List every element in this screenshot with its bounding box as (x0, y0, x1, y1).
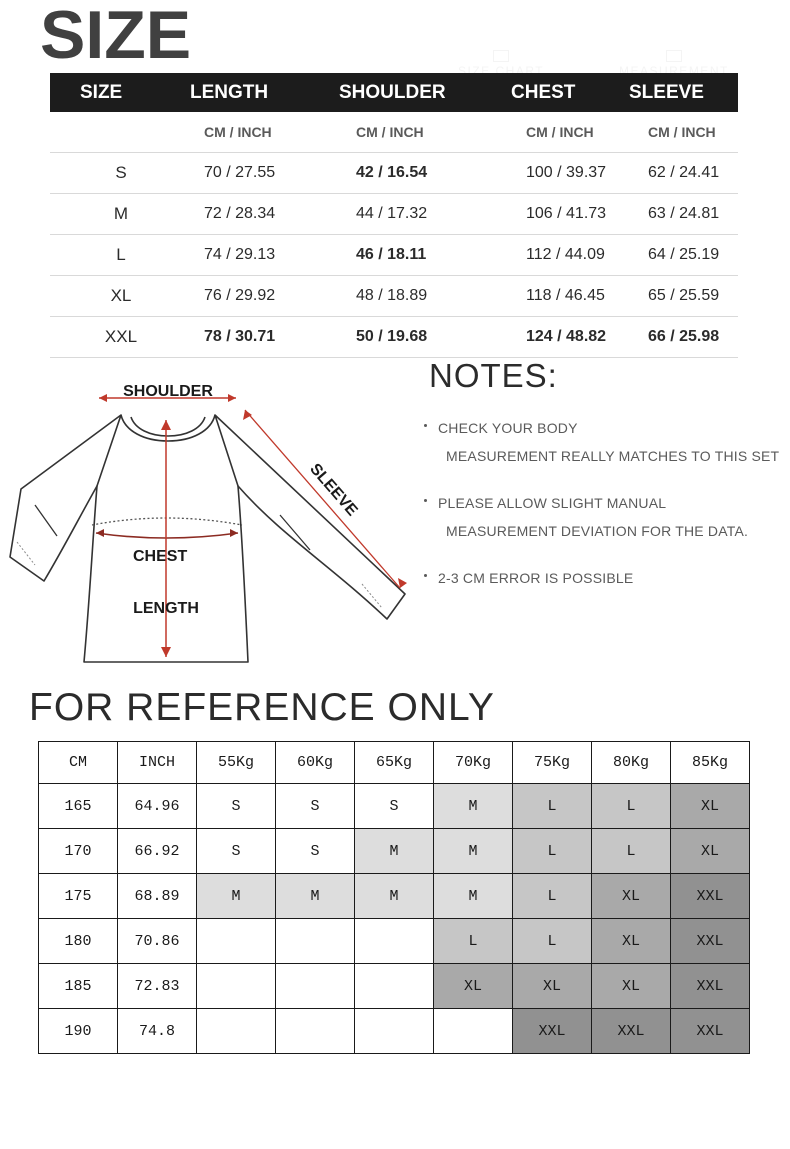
svg-text:LENGTH: LENGTH (133, 600, 199, 617)
svg-text:SHOULDER: SHOULDER (123, 383, 213, 400)
svg-text:CHEST: CHEST (133, 548, 187, 565)
